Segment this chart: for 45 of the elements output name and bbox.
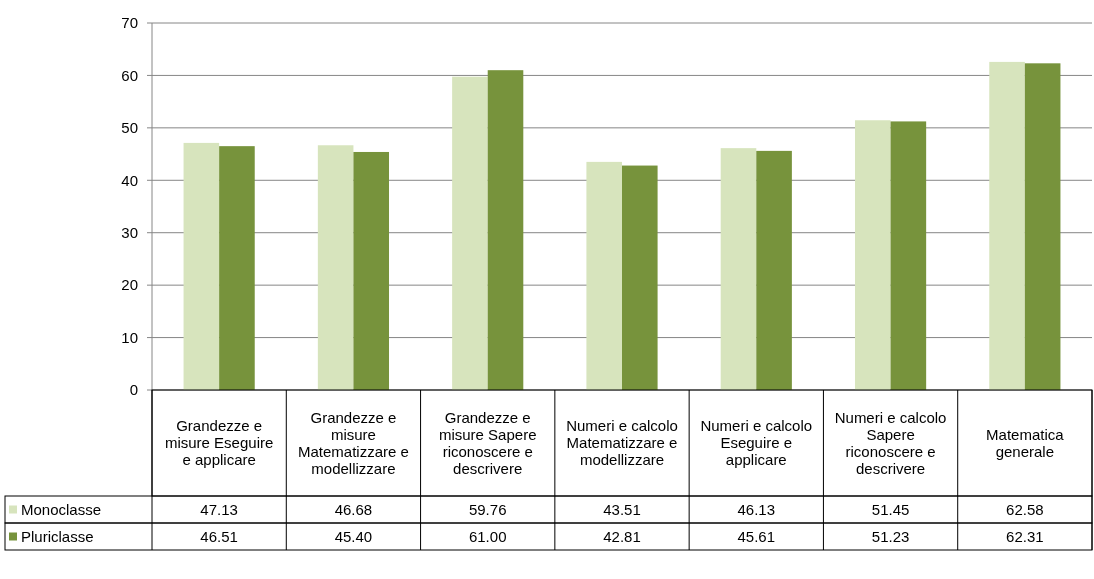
data-label: 59.76 xyxy=(468,500,507,518)
bar xyxy=(854,120,891,390)
bar xyxy=(989,61,1025,390)
bar xyxy=(487,70,524,390)
y-tick-label: 30 xyxy=(121,223,138,241)
y-tick-label: 40 xyxy=(121,171,138,189)
bar xyxy=(890,121,927,390)
x-tick-label: Grandezze e misure Eseguire e applicare xyxy=(164,417,274,469)
y-tick-label: 0 xyxy=(129,381,138,399)
y-tick-label: 60 xyxy=(121,66,138,84)
data-label: 47.13 xyxy=(200,500,238,518)
x-tick-label: Numeri e calcolo Matematizzare e modellizzare xyxy=(566,417,678,469)
y-tick-label: 20 xyxy=(121,276,138,294)
x-tick-label: Numeri e calcolo Sapere riconoscere e descrivere xyxy=(834,408,947,477)
legend-label: Pluriclasse xyxy=(21,527,94,545)
x-tick-label: Grandezze e misure Sapere riconoscere e descrivere xyxy=(438,408,537,477)
data-label: 62.31 xyxy=(1006,527,1044,545)
data-label: 43.51 xyxy=(603,500,641,518)
bar xyxy=(586,161,622,390)
bar xyxy=(756,150,792,390)
y-tick-label: 10 xyxy=(121,328,138,346)
data-label: 51.23 xyxy=(871,527,910,545)
data-label: 46.13 xyxy=(737,500,776,518)
data-label: 62.58 xyxy=(1006,500,1044,518)
x-tick-label: Grandezze e misure Matematizzare e modellizzare xyxy=(297,408,409,477)
bar xyxy=(1024,63,1061,390)
bar xyxy=(720,148,757,390)
bar xyxy=(219,146,255,390)
data-label: 45.61 xyxy=(737,527,776,545)
legend-label: Monoclasse xyxy=(21,500,102,518)
y-tick-label: 70 xyxy=(121,14,138,32)
y-tick-label: 50 xyxy=(121,119,138,137)
data-label: 46.68 xyxy=(334,500,373,518)
data-label: 46.51 xyxy=(200,527,238,545)
x-tick-label: Matematica generale xyxy=(986,425,1065,460)
bar xyxy=(183,142,220,390)
data-label: 45.40 xyxy=(334,527,373,545)
data-label: 42.81 xyxy=(603,527,641,545)
bar xyxy=(622,165,658,390)
bar xyxy=(452,76,488,390)
x-tick-label: Numeri e calcolo Eseguire e applicare xyxy=(700,417,813,469)
data-label: 51.45 xyxy=(871,500,910,518)
bar xyxy=(317,145,354,390)
bar xyxy=(353,151,390,390)
data-label: 61.00 xyxy=(468,527,507,545)
